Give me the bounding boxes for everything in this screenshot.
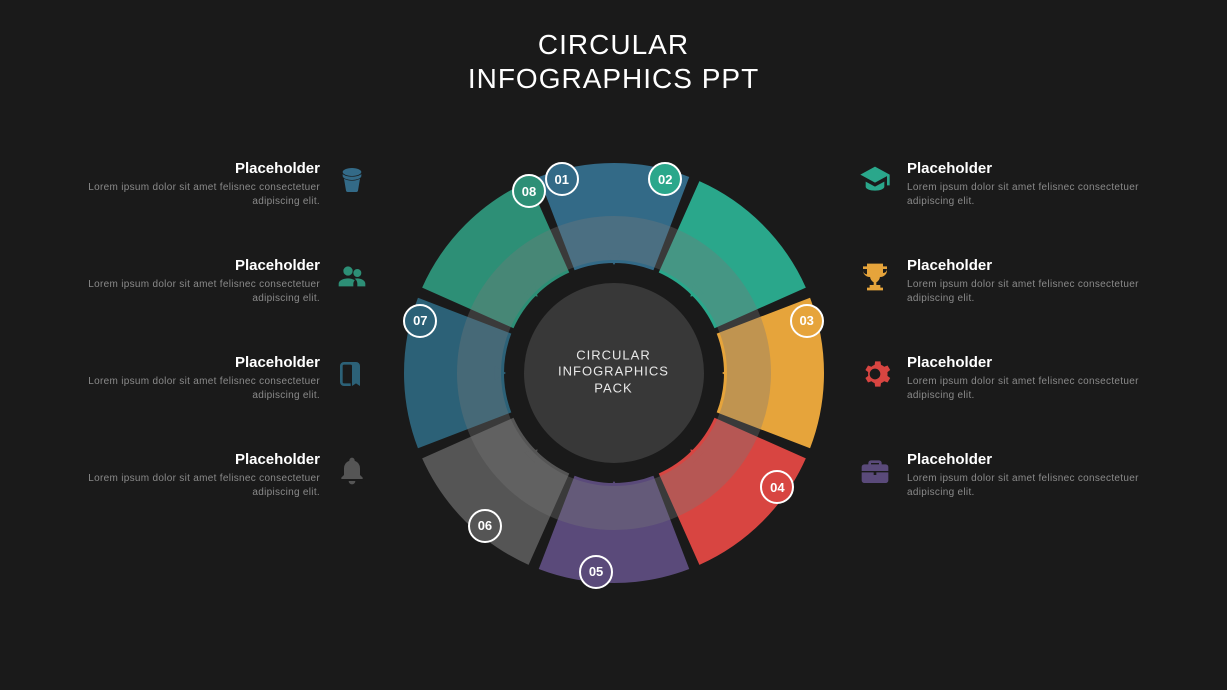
book-icon <box>334 356 370 392</box>
gear-icon <box>857 356 893 392</box>
item-desc: Lorem ipsum dolor sit amet felisnec cons… <box>60 472 320 500</box>
right-item-text-3: Placeholder Lorem ipsum dolor sit amet fe… <box>907 451 1167 500</box>
right-item-text-1: Placeholder Lorem ipsum dolor sit amet fe… <box>907 257 1167 306</box>
badge-04: 04 <box>760 470 794 504</box>
items-left-column: Placeholder Lorem ipsum dolor sit amet fe… <box>60 160 370 500</box>
badge-03: 03 <box>790 304 824 338</box>
left-item-text-2: Placeholder Lorem ipsum dolor sit amet fe… <box>60 354 320 403</box>
title-line-2: INFOGRAPHICS PPT <box>0 62 1227 96</box>
graduation-icon <box>857 162 893 198</box>
title-line-1: CIRCULAR <box>0 28 1227 62</box>
circular-diagram: CIRCULAR INFOGRAPHICS PACK 01 02 03 04 05 06 0… <box>394 153 834 593</box>
users-icon <box>334 259 370 295</box>
item-desc: Lorem ipsum dolor sit amet felisnec cons… <box>907 375 1167 403</box>
badge-02: 02 <box>648 162 682 196</box>
right-item-0: Placeholder Lorem ipsum dolor sit amet fe… <box>857 160 1167 209</box>
center-label: CIRCULAR INFOGRAPHICS PACK <box>558 347 669 398</box>
item-desc: Lorem ipsum dolor sit amet felisnec cons… <box>907 472 1167 500</box>
bucket-icon <box>334 162 370 198</box>
item-title: Placeholder <box>907 257 1167 274</box>
badge-05: 05 <box>579 555 613 589</box>
badge-06: 06 <box>468 509 502 543</box>
item-desc: Lorem ipsum dolor sit amet felisnec cons… <box>60 181 320 209</box>
item-desc: Lorem ipsum dolor sit amet felisnec cons… <box>907 278 1167 306</box>
item-title: Placeholder <box>907 160 1167 177</box>
left-item-0: Placeholder Lorem ipsum dolor sit amet fe… <box>60 160 370 209</box>
page-title: CIRCULAR INFOGRAPHICS PPT <box>0 0 1227 95</box>
item-desc: Lorem ipsum dolor sit amet felisnec cons… <box>60 278 320 306</box>
center-line-3: PACK <box>558 381 669 398</box>
items-right-column: Placeholder Lorem ipsum dolor sit amet fe… <box>857 160 1167 500</box>
item-title: Placeholder <box>60 160 320 177</box>
badge-08: 08 <box>512 174 546 208</box>
badge-07: 07 <box>403 304 437 338</box>
item-title: Placeholder <box>907 354 1167 371</box>
right-item-2: Placeholder Lorem ipsum dolor sit amet fe… <box>857 354 1167 403</box>
item-title: Placeholder <box>60 451 320 468</box>
badge-01: 01 <box>545 162 579 196</box>
center-line-1: CIRCULAR <box>558 347 669 364</box>
item-title: Placeholder <box>60 257 320 274</box>
left-item-text-3: Placeholder Lorem ipsum dolor sit amet fe… <box>60 451 320 500</box>
trophy-icon <box>857 259 893 295</box>
bell-icon <box>334 453 370 489</box>
item-desc: Lorem ipsum dolor sit amet felisnec cons… <box>907 181 1167 209</box>
left-item-1: Placeholder Lorem ipsum dolor sit amet fe… <box>60 257 370 306</box>
left-item-text-0: Placeholder Lorem ipsum dolor sit amet fe… <box>60 160 320 209</box>
briefcase-icon <box>857 453 893 489</box>
center-line-2: INFOGRAPHICS <box>558 364 669 381</box>
left-item-3: Placeholder Lorem ipsum dolor sit amet fe… <box>60 451 370 500</box>
item-desc: Lorem ipsum dolor sit amet felisnec cons… <box>60 375 320 403</box>
right-item-3: Placeholder Lorem ipsum dolor sit amet fe… <box>857 451 1167 500</box>
left-item-2: Placeholder Lorem ipsum dolor sit amet fe… <box>60 354 370 403</box>
item-title: Placeholder <box>907 451 1167 468</box>
item-title: Placeholder <box>60 354 320 371</box>
right-item-text-2: Placeholder Lorem ipsum dolor sit amet fe… <box>907 354 1167 403</box>
left-item-text-1: Placeholder Lorem ipsum dolor sit amet fe… <box>60 257 320 306</box>
right-item-1: Placeholder Lorem ipsum dolor sit amet fe… <box>857 257 1167 306</box>
right-item-text-0: Placeholder Lorem ipsum dolor sit amet fe… <box>907 160 1167 209</box>
